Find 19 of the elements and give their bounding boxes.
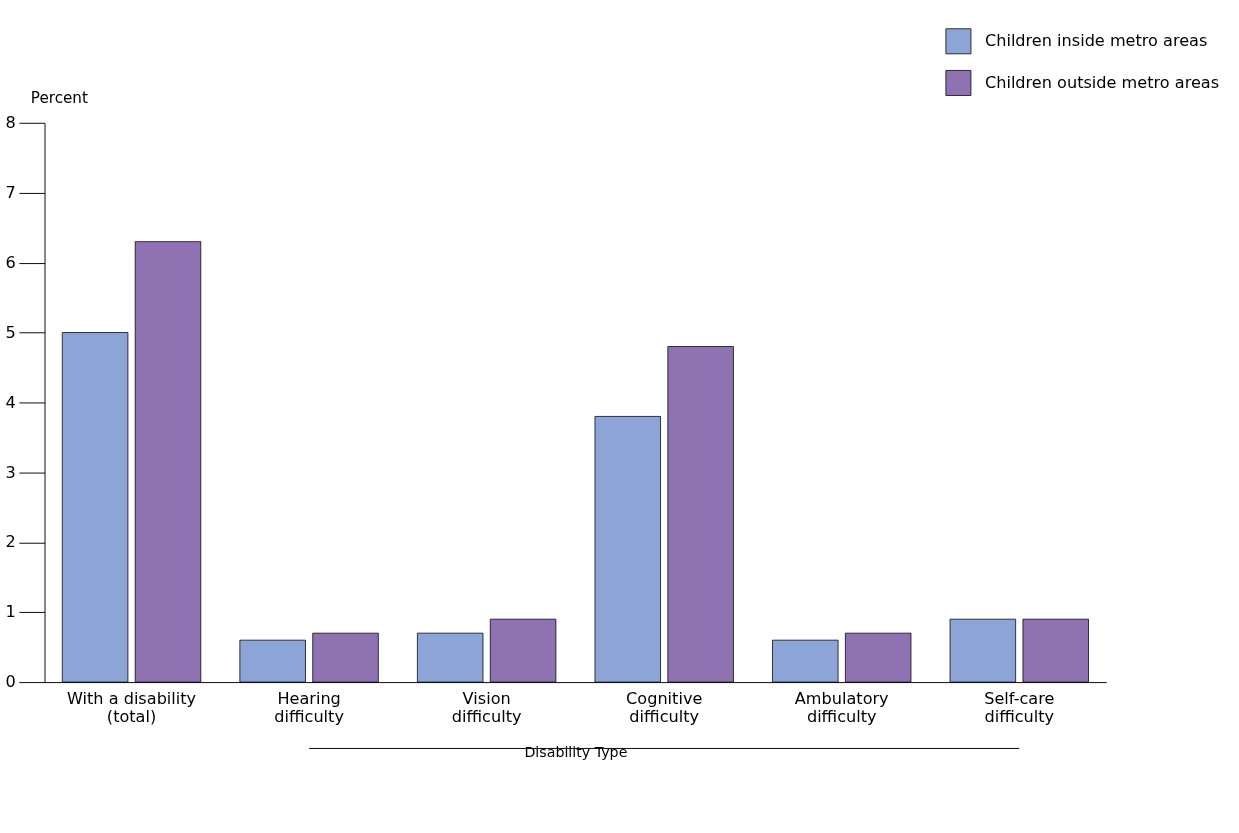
x-tick-label: Vision difficulty (451, 689, 522, 727)
y-tick-label: 0 (5, 672, 16, 692)
x-tick-label: Cognitive difficulty (626, 689, 703, 727)
y-tick-label: 1 (5, 602, 16, 622)
x-tick-label: Hearing difficulty (274, 689, 345, 727)
legend-label: Children inside metro areas (984, 31, 1208, 51)
x-tick-label: Self-care difficulty (984, 689, 1055, 727)
x-tick-label: With a disability (total) (66, 689, 197, 727)
legend-label: Children outside metro areas (984, 72, 1220, 92)
y-tick-label: 2 (5, 532, 16, 552)
y-tick-label: 4 (5, 392, 16, 412)
y-tick-label: 3 (5, 462, 16, 482)
x-axis-title: Disability Type (524, 744, 628, 761)
y-axis-title: Percent (30, 89, 88, 108)
y-tick-label: 7 (5, 182, 16, 202)
y-tick-label: 6 (5, 252, 16, 272)
x-tick-label: Ambulatory difficulty (794, 689, 890, 727)
y-tick-label: 5 (5, 322, 16, 342)
y-tick-label: 8 (5, 113, 16, 133)
